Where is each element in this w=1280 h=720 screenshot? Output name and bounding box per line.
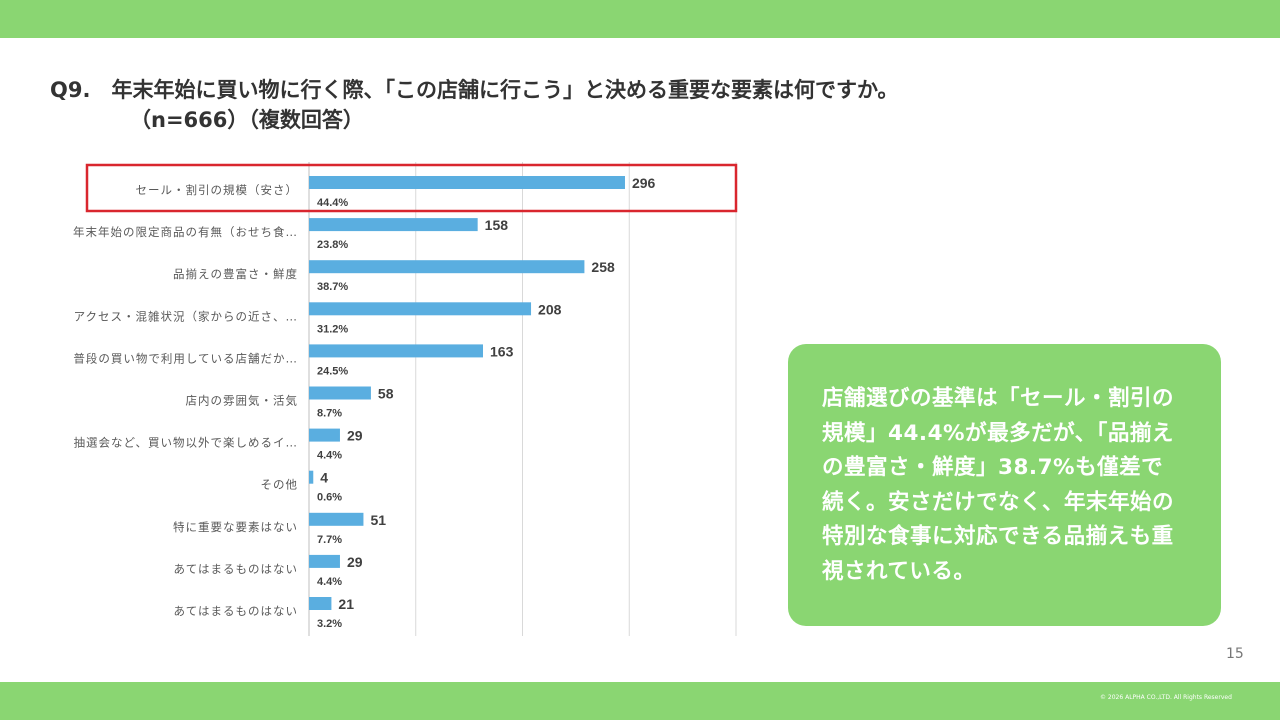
bar	[309, 597, 332, 610]
category-label: 店内の雰囲気・活気	[186, 394, 299, 408]
percent-label: 38.7%	[317, 281, 348, 293]
bar	[309, 470, 314, 484]
category-label: 年末年始の限定商品の有無（おせち食…	[73, 225, 298, 239]
category-label: セール・割引の規模（安さ）	[136, 183, 299, 197]
bar	[309, 344, 484, 358]
percent-label: 44.4%	[317, 197, 348, 209]
value-label: 258	[591, 259, 615, 275]
bar	[309, 302, 532, 316]
value-label: 208	[538, 301, 562, 317]
value-label: 21	[338, 596, 354, 612]
page-title: Q9. 年末年始に買い物に行く際、「この店舗に行こう」と決める重要な要素は何です…	[50, 78, 899, 102]
summary-callout: 店舗選びの基準は「セール・割引の規模」44.4%が最多だが、「品揃えの豊富さ・鮮…	[788, 344, 1221, 626]
bar	[309, 554, 340, 568]
value-label: 158	[485, 217, 509, 233]
summary-callout-text: 店舗選びの基準は「セール・割引の規模」44.4%が最多だが、「品揃えの豊富さ・鮮…	[822, 386, 1175, 584]
category-label: 特に重要な要素はない	[173, 520, 298, 534]
percent-label: 31.2%	[317, 323, 348, 335]
page-number: 15	[1226, 646, 1244, 662]
category-label: あてはまるものはない	[173, 604, 298, 618]
percent-label: 3.2%	[317, 618, 342, 630]
category-label: 抽選会など、買い物以外で楽しめるイ…	[74, 436, 298, 450]
percent-label: 8.7%	[317, 408, 342, 420]
percent-label: 24.5%	[317, 365, 348, 377]
category-label: 品揃えの豊富さ・鮮度	[173, 267, 298, 281]
category-label: あてはまるものはない	[173, 562, 298, 576]
value-label: 163	[490, 343, 514, 359]
value-label: 51	[370, 512, 386, 528]
copyright-text: © 2026 ALPHA CO.,LTD. All Rights Reserve…	[1100, 694, 1232, 701]
value-label: 296	[632, 175, 656, 191]
bar	[309, 512, 364, 526]
bar	[309, 428, 340, 442]
percent-label: 7.7%	[317, 534, 342, 546]
category-label: アクセス・混雑状況（家からの近さ、…	[74, 309, 298, 323]
bottom-band	[0, 682, 1280, 720]
percent-label: 0.6%	[317, 492, 342, 504]
highlight-box	[85, 163, 738, 213]
value-label: 29	[347, 428, 363, 444]
bar	[309, 218, 478, 232]
percent-label: 4.4%	[317, 576, 342, 588]
value-label: 29	[347, 554, 363, 570]
bar	[309, 176, 625, 189]
category-label: 普段の買い物で利用している店舗だか…	[73, 351, 298, 365]
bar	[309, 260, 585, 274]
bar	[309, 386, 371, 400]
percent-label: 23.8%	[317, 239, 348, 251]
category-label: その他	[261, 478, 299, 492]
value-label: 4	[320, 470, 328, 486]
page-subtitle: （n=666）（複数回答）	[130, 108, 364, 132]
value-label: 58	[378, 386, 394, 402]
top-band	[0, 0, 1280, 38]
percent-label: 4.4%	[317, 450, 342, 462]
